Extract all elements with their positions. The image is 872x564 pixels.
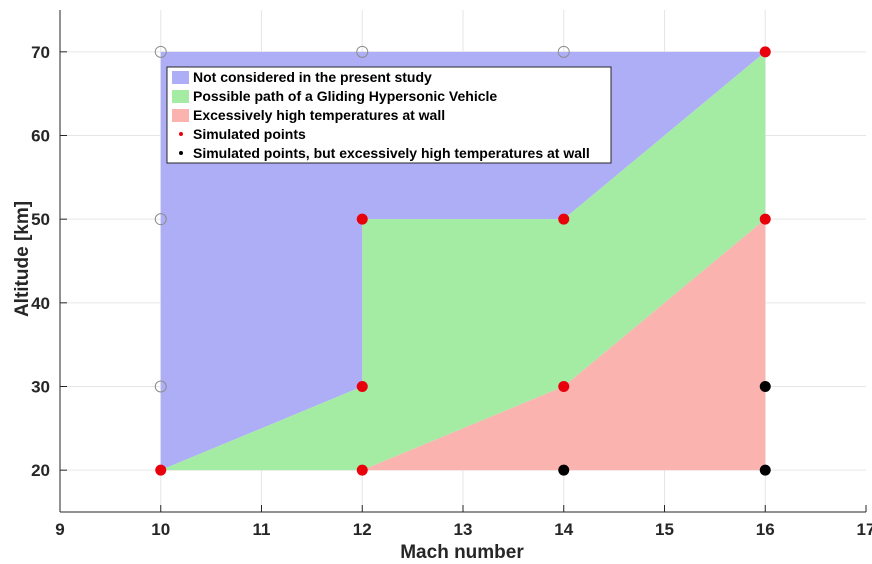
legend: Not considered in the present study Poss…: [166, 66, 612, 164]
simulated-point: [558, 213, 570, 225]
simulated-high-temperature-point: [558, 464, 570, 476]
legend-swatch-possible-path: [172, 90, 189, 103]
simulated-point: [356, 213, 368, 225]
legend-label-possible-path: Possible path of a Gliding Hypersonic Ve…: [193, 88, 497, 104]
region-excessively-high-temperatures-at-wall: [362, 219, 766, 471]
x-tick-label: 10: [151, 520, 170, 539]
x-tick-label: 17: [857, 520, 872, 539]
x-tick-label: 9: [55, 520, 64, 539]
x-tick-label: 13: [454, 520, 473, 539]
legend-marker-simulated-high-temperature: [179, 151, 183, 155]
simulated-point: [759, 46, 771, 58]
y-tick-label: 60: [31, 127, 50, 146]
x-axis-label: Mach number: [400, 542, 524, 563]
y-tick-label: 30: [31, 378, 50, 397]
y-tick-label: 20: [31, 461, 50, 480]
open-point: [154, 213, 167, 226]
simulated-point: [155, 464, 167, 476]
x-tick-label: 15: [655, 520, 674, 539]
simulated-point: [356, 381, 368, 392]
tick-labels: 9 10 11 12 13 14 15 16 17 20 30 40 50 60 70: [31, 43, 872, 539]
region-possible-path-of-a-gliding-hypersonic-vehicle: [160, 51, 766, 471]
simulated-high-temperature-point: [759, 381, 771, 392]
simulated-point: [356, 464, 368, 476]
y-axis-label: Altitude [km]: [12, 201, 33, 317]
legend-box: [166, 66, 612, 164]
x-tick-label: 16: [756, 520, 775, 539]
y-tick-label: 70: [31, 43, 50, 62]
legend-label-simulated: Simulated points: [193, 126, 306, 142]
axes: [59, 10, 867, 513]
data-points: [155, 46, 771, 476]
legend-label-not-considered: Not considered in the present study: [193, 69, 432, 85]
simulated-high-temperature-point: [759, 464, 771, 476]
open-point: [557, 45, 570, 58]
y-tick-label: 40: [31, 294, 50, 313]
legend-label-high-temperature: Excessively high temperatures at wall: [193, 107, 445, 123]
open-point: [154, 45, 167, 58]
legend-label-simulated-high-temperature: Simulated points, but excessively high t…: [193, 145, 590, 161]
legend-marker-simulated: [179, 132, 183, 136]
legend-swatch-high-temperature: [172, 109, 189, 122]
legend-swatch-not-considered: [172, 71, 189, 84]
x-tick-label: 11: [253, 520, 271, 539]
open-point: [154, 380, 167, 393]
simulated-point: [558, 381, 570, 392]
y-tick-label: 50: [31, 210, 50, 229]
simulated-point: [759, 213, 771, 225]
x-tick-label: 12: [353, 520, 372, 539]
x-tick-label: 14: [554, 520, 573, 539]
open-points: [154, 45, 570, 393]
open-point: [356, 45, 369, 58]
